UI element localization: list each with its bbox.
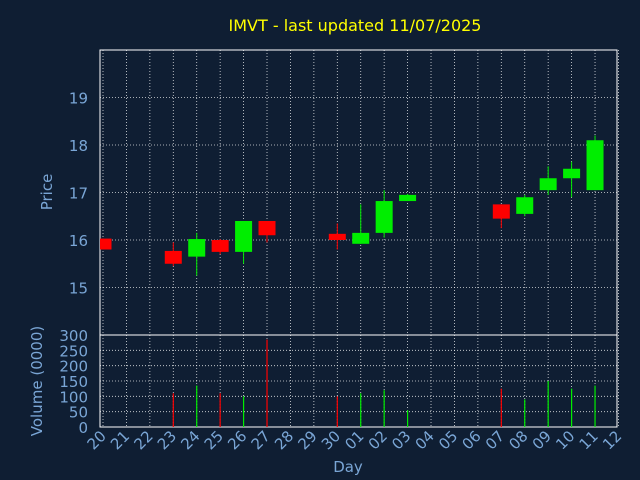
candle-body	[375, 201, 393, 233]
volume-tick-label: 300	[59, 327, 88, 345]
chart-title: IMVT - last updated 11/07/2025	[229, 16, 482, 35]
candle-body	[563, 168, 581, 179]
candle-body	[352, 232, 370, 244]
candle-body	[258, 221, 276, 236]
price-tick-label: 16	[69, 232, 88, 250]
volume-tick-label: 100	[59, 388, 88, 406]
price-tick-label: 18	[69, 137, 88, 155]
candle-body	[492, 204, 510, 219]
price-tick-label: 15	[69, 280, 88, 298]
candle-body	[399, 194, 417, 202]
price-tick-label: 19	[69, 90, 88, 108]
candle-body	[188, 239, 206, 257]
volume-tick-label: 0	[78, 419, 88, 437]
candle-body	[164, 250, 182, 264]
candle-body	[516, 197, 534, 214]
x-tick-labels: 2021222324252627282930010203040506070809…	[84, 427, 626, 453]
candle-body	[539, 178, 557, 191]
volume-axis-label: Volume (0000)	[28, 326, 46, 436]
candle-body	[100, 238, 112, 250]
volume-tick-label: 200	[59, 358, 88, 376]
volume-tick-label: 150	[59, 373, 88, 391]
price-axis-label: Price	[38, 174, 56, 211]
volume-tick-label: 250	[59, 342, 88, 360]
volume-tick-label: 50	[69, 404, 88, 422]
candle-body	[235, 221, 253, 252]
candle-body	[328, 233, 346, 240]
price-panel: 15 16 17 18 19	[69, 49, 619, 336]
candle-body	[586, 140, 604, 191]
price-tick-label: 17	[69, 185, 88, 203]
x-axis-label: Day	[333, 458, 363, 476]
candle-body	[211, 240, 229, 252]
